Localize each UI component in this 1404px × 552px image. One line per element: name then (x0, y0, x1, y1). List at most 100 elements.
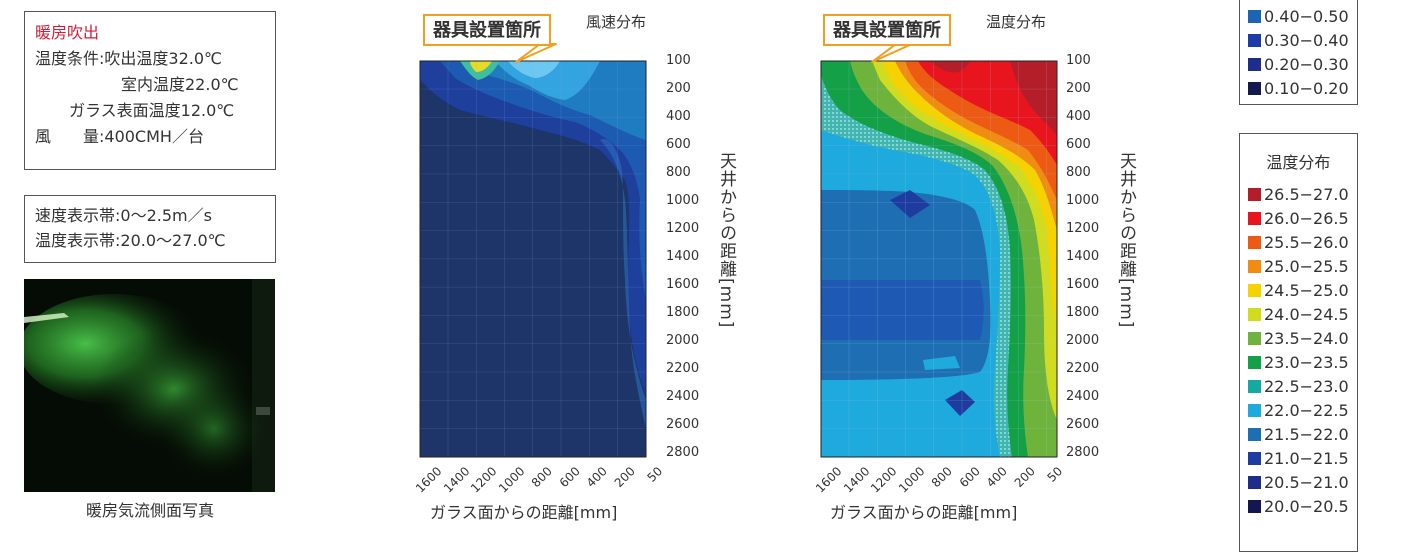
temperature-legend-label: 22.0−22.5 (1264, 400, 1349, 420)
temperature-range-text: 温度表示帯:20.0～27.0℃ (35, 231, 226, 250)
temperature-y-tick: 1400 (1066, 249, 1100, 264)
velocity-y-tick: 2200 (666, 361, 700, 376)
temperature-legend: 温度分布 26.5−27.0 26.0−26.5 25.5−26.0 25.0−25.… (1239, 133, 1358, 552)
temperature-legend-swatch (1248, 403, 1261, 417)
temperature-legend-item: 21.5−22.0 (1248, 422, 1349, 446)
temperature-y-tick: 1600 (1066, 277, 1100, 292)
temperature-legend-label: 24.0−24.5 (1264, 304, 1349, 324)
temperature-legend-title: 温度分布 (1266, 153, 1331, 172)
temperature-y-tick: 2400 (1066, 389, 1100, 404)
temperature-legend-item: 26.0−26.5 (1248, 206, 1349, 230)
photo-caption: 暖房気流側面写真 (85, 501, 214, 520)
velocity-legend-item: 0.40−0.50 (1248, 4, 1349, 28)
temperature-legend-swatch (1248, 211, 1261, 225)
temperature-legend-item: 23.0−23.5 (1248, 350, 1349, 374)
temperature-y-tick: 800 (1066, 165, 1091, 180)
velocity-y-tick: 2600 (666, 417, 700, 432)
temperature-legend-label: 22.5−23.0 (1264, 376, 1349, 396)
airflow-side-photo (24, 279, 275, 492)
velocity-x-axis-label: ガラス面からの距離[mm] (430, 503, 618, 522)
velocity-y-axis-label: 天井からの距離[mm] (716, 152, 736, 329)
temperature-legend-item: 25.5−26.0 (1248, 230, 1349, 254)
temperature-legend-item: 26.5−27.0 (1248, 182, 1349, 206)
temperature-legend-label: 21.0−21.5 (1264, 448, 1349, 468)
velocity-y-tick: 2000 (666, 333, 700, 348)
velocity-y-tick: 2800 (666, 445, 700, 460)
velocity-y-tick: 2400 (666, 389, 700, 404)
velocity-legend-label: 0.10−0.20 (1264, 78, 1349, 98)
temperature-legend-swatch (1248, 235, 1261, 249)
temperature-legend-label: 26.0−26.5 (1264, 208, 1349, 228)
temperature-legend-label: 20.0−20.5 (1264, 496, 1349, 516)
temperature-x-axis-label: ガラス面からの距離[mm] (830, 503, 1018, 522)
velocity-y-tick: 400 (666, 109, 691, 124)
velocity-y-tick: 1200 (666, 221, 700, 236)
temperature-legend-item: 24.5−25.0 (1248, 278, 1349, 302)
temperature-legend-swatch (1248, 355, 1261, 369)
velocity-range-text: 速度表示帯:0～2.5m／s (35, 206, 212, 225)
conditions-title: 暖房吹出 (35, 23, 100, 42)
velocity-y-tick: 1000 (666, 193, 700, 208)
temperature-y-tick: 1000 (1066, 193, 1100, 208)
temperature-legend-label: 23.0−23.5 (1264, 352, 1349, 372)
condition-line-temperature: 温度条件:吹出温度32.0℃ (35, 49, 222, 68)
temperature-legend-label: 21.5−22.0 (1264, 424, 1349, 444)
temperature-y-tick: 1800 (1066, 305, 1100, 320)
temperature-legend-label: 23.5−24.0 (1264, 328, 1349, 348)
velocity-legend-swatch (1248, 81, 1261, 95)
velocity-y-tick: 100 (666, 53, 691, 68)
temperature-legend-swatch (1248, 427, 1261, 441)
velocity-legend-swatch (1248, 33, 1261, 47)
temperature-y-tick: 1200 (1066, 221, 1100, 236)
condition-line-airflow: 風 量:400CMH／台 (35, 127, 204, 146)
velocity-legend: 0.40−0.50 0.30−0.40 0.20−0.30 0.10−0.20 (1239, 0, 1358, 105)
airflow-photo-image (24, 279, 275, 492)
velocity-y-tick: 1400 (666, 249, 700, 264)
temperature-legend-swatch (1248, 451, 1261, 465)
temperature-legend-label: 25.0−25.5 (1264, 256, 1349, 276)
temperature-legend-item: 20.0−20.5 (1248, 494, 1349, 518)
temperature-legend-item: 25.0−25.5 (1248, 254, 1349, 278)
temperature-legend-label: 20.5−21.0 (1264, 472, 1349, 492)
velocity-y-tick: 200 (666, 81, 691, 96)
temperature-legend-item: 22.0−22.5 (1248, 398, 1349, 422)
velocity-legend-item: 0.20−0.30 (1248, 52, 1349, 76)
velocity-contour (419, 43, 647, 458)
temperature-y-tick: 2600 (1066, 417, 1100, 432)
velocity-legend-label: 0.20−0.30 (1264, 54, 1349, 74)
temperature-legend-swatch (1248, 283, 1261, 297)
temperature-legend-swatch (1248, 379, 1261, 393)
temperature-y-axis-label: 天井からの距離[mm] (1116, 152, 1136, 329)
temperature-legend-item: 23.5−24.0 (1248, 326, 1349, 350)
temperature-legend-swatch (1248, 259, 1261, 273)
temperature-y-tick: 100 (1066, 53, 1091, 68)
device-location-tag-velocity: 器具設置箇所 (423, 14, 551, 46)
device-location-tag-temperature: 器具設置箇所 (823, 14, 951, 46)
temperature-legend-label: 24.5−25.0 (1264, 280, 1349, 300)
temperature-plot-title: 温度分布 (986, 13, 1047, 31)
temperature-legend-swatch (1248, 499, 1261, 513)
velocity-legend-label: 0.40−0.50 (1264, 6, 1349, 26)
velocity-legend-swatch (1248, 9, 1261, 23)
temperature-legend-swatch (1248, 307, 1261, 321)
velocity-y-tick: 600 (666, 137, 691, 152)
temperature-legend-item: 20.5−21.0 (1248, 470, 1349, 494)
temperature-legend-item: 24.0−24.5 (1248, 302, 1349, 326)
temperature-legend-swatch (1248, 187, 1261, 201)
velocity-legend-label: 0.30−0.40 (1264, 30, 1349, 50)
temperature-y-tick: 400 (1066, 109, 1091, 124)
temperature-legend-item: 21.0−21.5 (1248, 446, 1349, 470)
velocity-y-tick: 1600 (666, 277, 700, 292)
temperature-contour (820, 43, 1058, 458)
display-range-box: 速度表示帯:0～2.5m／s 温度表示帯:20.0～27.0℃ (24, 195, 276, 263)
temperature-y-tick: 2800 (1066, 445, 1100, 460)
velocity-legend-swatch (1248, 57, 1261, 71)
temperature-y-tick: 2200 (1066, 361, 1100, 376)
conditions-box: 暖房吹出 温度条件:吹出温度32.0℃ 室内温度22.0℃ ガラス表面温度12.… (24, 11, 276, 170)
temperature-legend-swatch (1248, 331, 1261, 345)
temperature-legend-label: 25.5−26.0 (1264, 232, 1349, 252)
temperature-legend-swatch (1248, 475, 1261, 489)
velocity-legend-item: 0.30−0.40 (1248, 28, 1349, 52)
velocity-plot-title: 風速分布 (586, 13, 647, 31)
